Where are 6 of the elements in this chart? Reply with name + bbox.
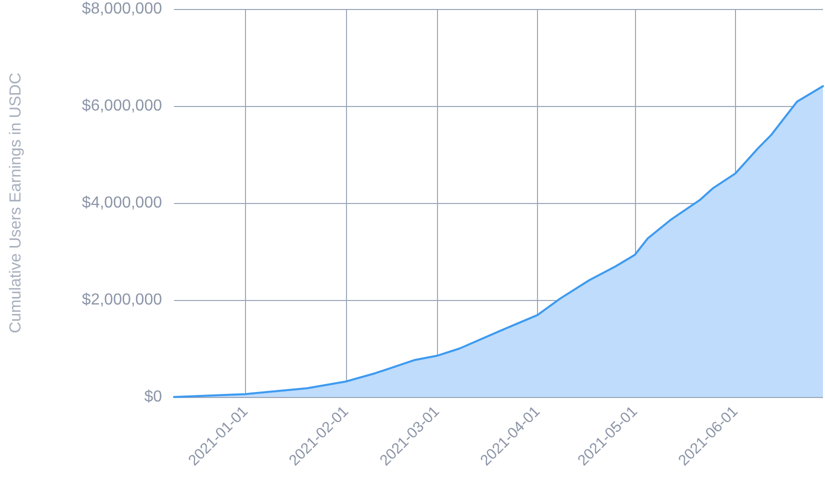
y-axis-title: Cumulative Users Earnings in USDC — [8, 72, 24, 334]
y-tick-label: $2,000,000 — [82, 292, 162, 308]
y-tick-label: $6,000,000 — [82, 98, 162, 114]
y-tick-label: $0 — [144, 388, 162, 406]
y-tick-label: $4,000,000 — [82, 194, 162, 212]
y-tick-label: $8,000,000 — [82, 0, 162, 18]
